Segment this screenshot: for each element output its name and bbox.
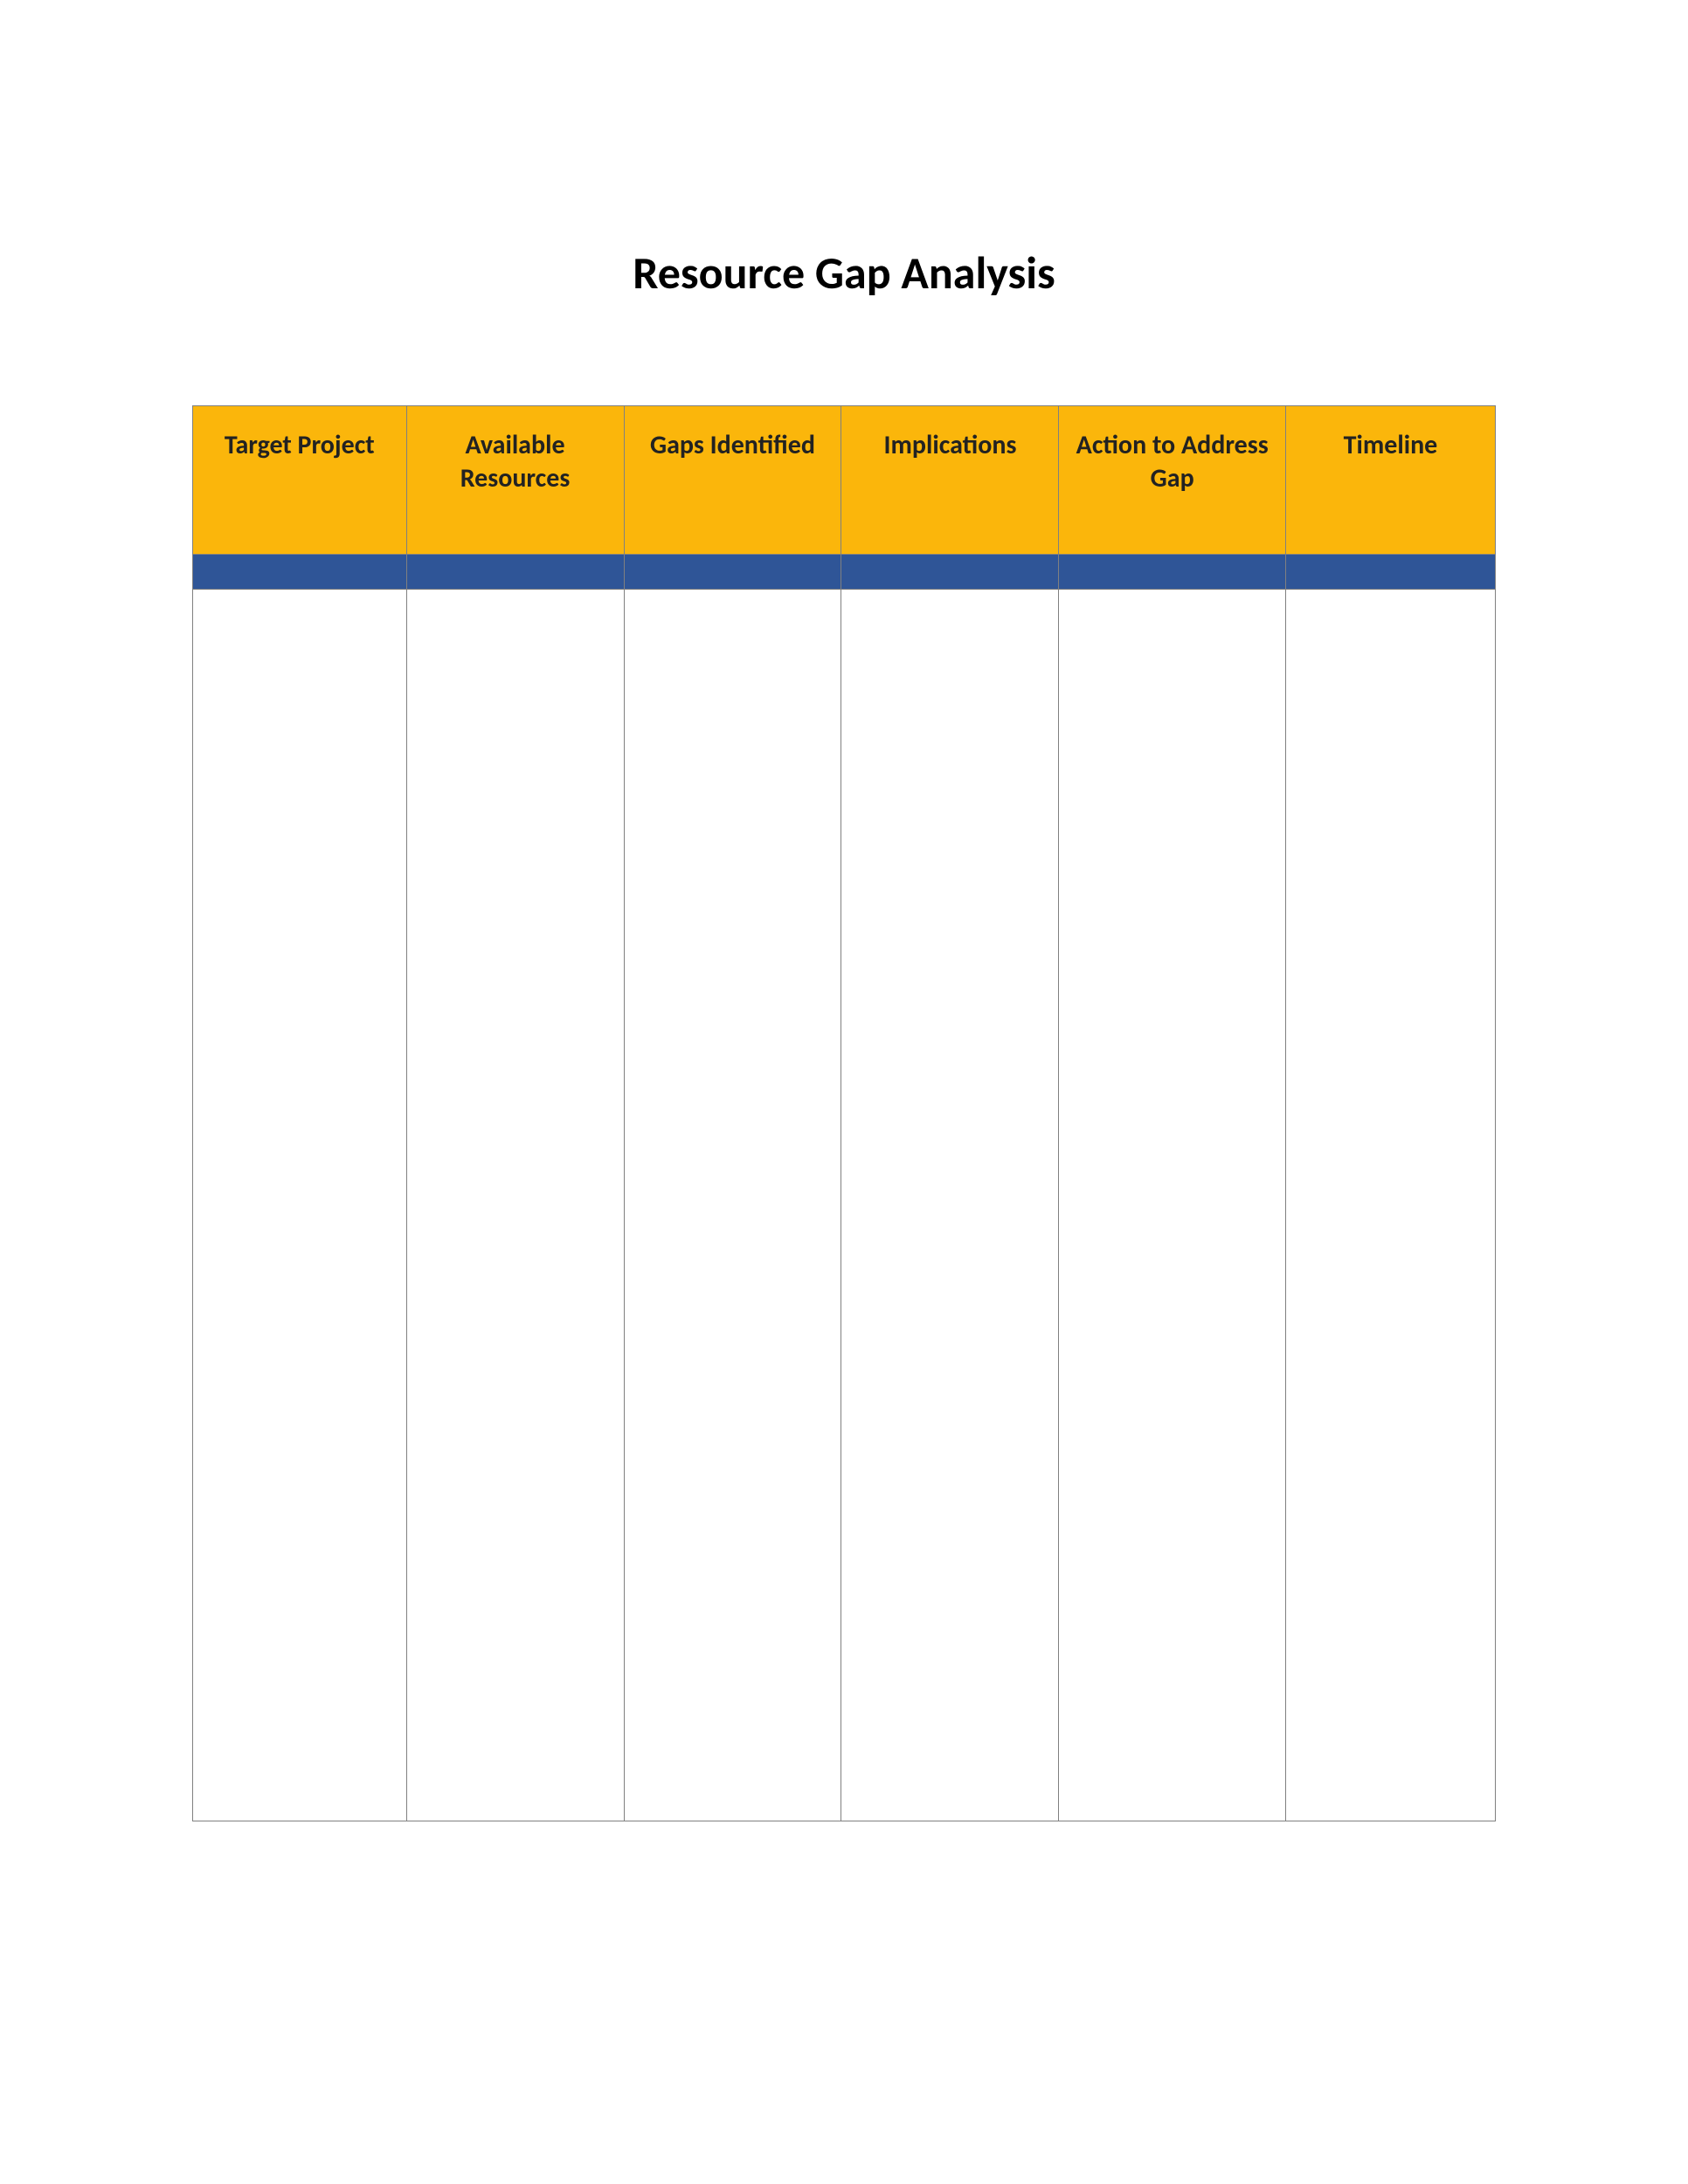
body-row	[193, 590, 1496, 1821]
body-cell	[1059, 590, 1285, 1821]
separator-cell	[406, 555, 624, 590]
header-cell-timeline: Timeline	[1285, 406, 1495, 555]
header-cell-gaps-identified: Gaps Identified	[624, 406, 841, 555]
header-cell-target-project: Target Project	[193, 406, 407, 555]
body-cell	[624, 590, 841, 1821]
separator-row	[193, 555, 1496, 590]
page-title: Resource Gap Analysis	[192, 245, 1496, 301]
header-row: Target Project Available Resources Gaps …	[193, 406, 1496, 555]
separator-cell	[193, 555, 407, 590]
body-cell	[193, 590, 407, 1821]
body-cell	[1285, 590, 1495, 1821]
body-cell	[406, 590, 624, 1821]
separator-cell	[1059, 555, 1285, 590]
header-cell-available-resources: Available Resources	[406, 406, 624, 555]
page: Resource Gap Analysis Target Project Ava…	[0, 0, 1688, 2184]
table-body	[193, 555, 1496, 1821]
body-cell	[841, 590, 1059, 1821]
analysis-table: Target Project Available Resources Gaps …	[192, 405, 1496, 1821]
table-head: Target Project Available Resources Gaps …	[193, 406, 1496, 555]
separator-cell	[624, 555, 841, 590]
header-cell-implications: Implications	[841, 406, 1059, 555]
separator-cell	[1285, 555, 1495, 590]
separator-cell	[841, 555, 1059, 590]
header-cell-action-to-address-gap: Action to Address Gap	[1059, 406, 1285, 555]
